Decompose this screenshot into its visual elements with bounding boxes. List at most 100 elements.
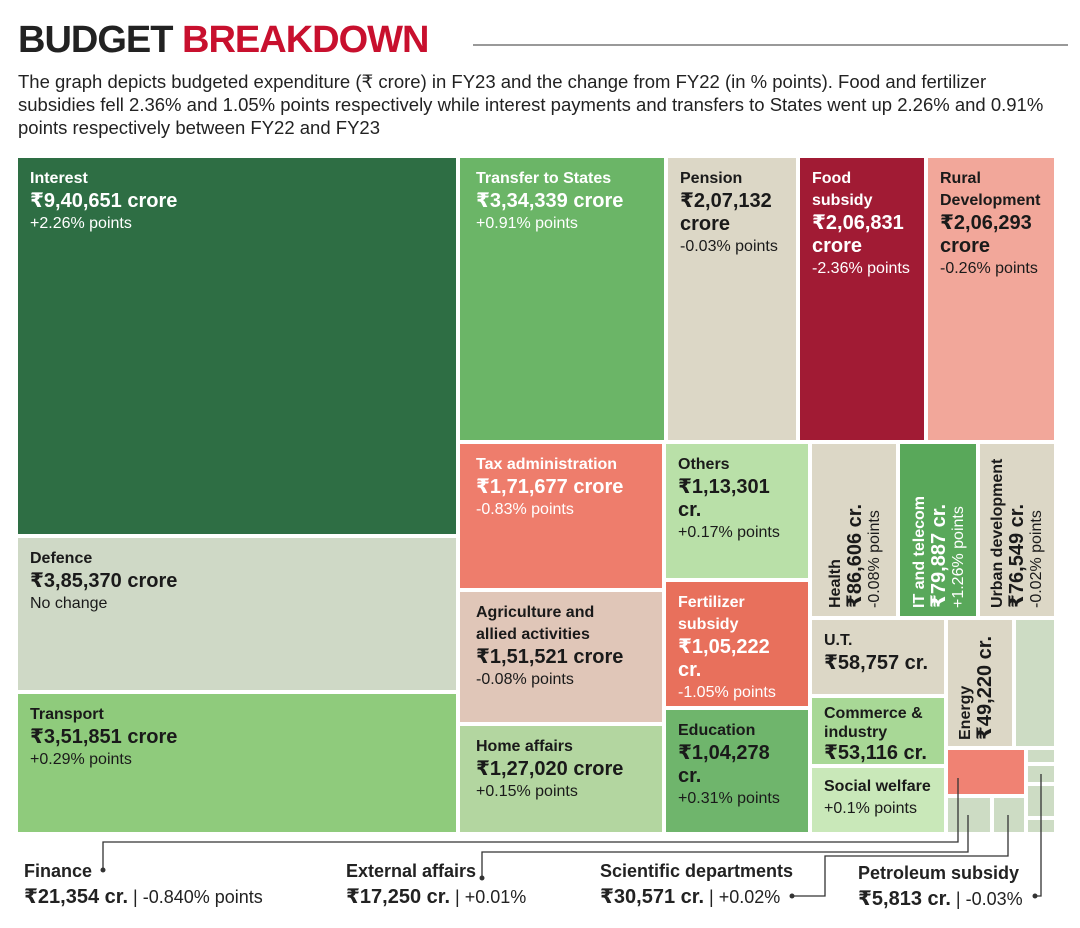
- tile-label: Home affairs: [476, 738, 573, 755]
- tile-change: -0.26% points: [940, 260, 1038, 277]
- tile-food-subsidy: Food subsidy ₹2,06,831 crore -2.36% poin…: [798, 156, 926, 442]
- tile-change: +0.29% points: [30, 751, 132, 768]
- callout-line-scientific-departments: [792, 815, 1009, 897]
- callout-value: ₹5,813 cr.: [858, 888, 951, 910]
- tile-ut: U.T. ₹58,757 cr.: [810, 618, 946, 696]
- callout-line-finance: [102, 778, 959, 868]
- tile-change: +0.91% points: [476, 215, 578, 232]
- tile-label: Food subsidy: [812, 170, 873, 209]
- tile-label: Education: [678, 722, 756, 739]
- tile-education: Education ₹1,04,278 cr. +0.31% points: [664, 708, 810, 834]
- callout-change: | +0.02%: [709, 887, 781, 907]
- callout-dot-external-affairs: [479, 875, 485, 881]
- callout-dot-petroleum: [1032, 893, 1038, 899]
- tile-change: -1.05% points: [678, 684, 776, 701]
- tile-label: Transport: [30, 706, 104, 723]
- tile-value: ₹1,27,020 crore: [476, 758, 624, 780]
- chart-title: BUDGET BREAKDOWN: [18, 18, 429, 62]
- tile-value: ₹1,71,677 crore: [476, 476, 624, 498]
- tile-it-and-telecom: IT and telecom ₹79,887 cr. +1.26% points: [898, 442, 978, 618]
- title-part2: BREAKDOWN: [182, 19, 429, 61]
- tile-home-affairs: Home affairs ₹1,27,020 crore +0.15% poin…: [458, 724, 664, 834]
- callout-finance: Finance ₹21,354 cr. | -0.840% points: [24, 858, 263, 910]
- tile-value: ₹2,06,293 crore: [940, 212, 1032, 257]
- tile-label: Interest: [30, 170, 88, 187]
- tile-change: +0.1% points: [824, 800, 917, 817]
- tile-change: -0.03% points: [680, 238, 778, 255]
- callout-value: ₹30,571 cr.: [600, 886, 705, 908]
- tile-label: Agriculture and allied activities: [476, 604, 595, 643]
- callout-line-external-affairs: [481, 815, 969, 876]
- tile-defence: Defence ₹3,85,370 crore No change: [16, 536, 458, 692]
- tile-label: Social welfare: [824, 778, 931, 795]
- callout-scientific-departments: Scientific departments ₹30,571 cr. | +0.…: [600, 858, 793, 910]
- tile-change: -0.08% points: [476, 671, 574, 688]
- tile-value: ₹9,40,651 crore: [30, 190, 178, 212]
- tile-change: +0.31% points: [678, 790, 780, 807]
- tile-change: -0.83% points: [476, 501, 574, 518]
- tile-value: ₹2,06,831 crore: [812, 212, 904, 257]
- callout-change: | -0.03%: [955, 889, 1023, 909]
- tile-change: +2.26% points: [30, 215, 132, 232]
- title-rule: [473, 44, 1068, 46]
- tile-change: No change: [30, 595, 108, 612]
- tile-value: ₹53,116 cr.: [824, 742, 927, 764]
- callout-petroleum-subsidy: Petroleum subsidy ₹5,813 cr. | -0.03%: [858, 860, 1023, 912]
- callout-dot-scientific: [789, 893, 795, 899]
- callout-label: Scientific departments: [600, 861, 794, 881]
- tile-misc-1: [1014, 618, 1056, 748]
- tile-value: ₹3,51,851 crore: [30, 726, 178, 748]
- callout-label: Petroleum subsidy: [858, 863, 1020, 883]
- callout-label: External affairs: [346, 861, 477, 881]
- callout-value: ₹17,250 cr.: [346, 886, 451, 908]
- tile-others: Others ₹1,13,301 cr. +0.17% points: [664, 442, 810, 580]
- tile-social-welfare: Social welfare +0.1% points: [810, 766, 946, 834]
- callout-value: ₹21,354 cr.: [24, 886, 129, 908]
- tile-change: +0.15% points: [476, 783, 578, 800]
- callout-external-affairs: External affairs ₹17,250 cr. | +0.01%: [346, 858, 526, 910]
- tile-value: ₹3,34,339 crore: [476, 190, 624, 212]
- tile-label: U.T.: [824, 632, 853, 649]
- tile-label: Tax administration: [476, 456, 618, 473]
- tile-value: ₹1,13,301 cr.: [678, 476, 770, 521]
- tile-energy: Energy ₹49,220 cr.: [946, 618, 1014, 748]
- tile-label: Fertilizer subsidy: [678, 594, 745, 633]
- tile-label: Transfer to States: [476, 170, 612, 187]
- tile-urban-development: Urban development ₹76,549 cr. -0.02% poi…: [978, 442, 1056, 618]
- tile-rural-development: Rural Development ₹2,06,293 crore -0.26%…: [926, 156, 1056, 442]
- callout-change: | -0.840% points: [133, 887, 263, 907]
- tile-label: Pension: [680, 170, 743, 187]
- callout-change: | +0.01%: [455, 887, 527, 907]
- tile-label: Rural Development: [940, 170, 1041, 209]
- tile-transport: Transport ₹3,51,851 crore +0.29% points: [16, 692, 458, 834]
- tile-value: ₹1,05,222 cr.: [678, 636, 770, 681]
- tile-commerce-industry: Commerce & industry ₹53,116 cr.: [810, 696, 946, 766]
- tile-value: ₹58,757 cr.: [824, 652, 929, 674]
- tile-change: -2.36% points: [812, 260, 910, 277]
- callout-dot-finance: [100, 867, 106, 873]
- tile-agriculture: Agriculture and allied activities ₹1,51,…: [458, 590, 664, 724]
- tile-value: ₹1,04,278 cr.: [678, 742, 770, 787]
- tile-tax-administration: Tax administration ₹1,71,677 crore -0.83…: [458, 442, 664, 590]
- tile-fertilizer-subsidy: Fertilizer subsidy ₹1,05,222 cr. -1.05% …: [664, 580, 810, 708]
- tile-value: ₹2,07,132 crore: [680, 190, 772, 235]
- tile-external-affairs: [946, 796, 992, 834]
- tile-label: Defence: [30, 550, 93, 567]
- title-part1: BUDGET: [18, 19, 173, 61]
- tile-interest: Interest ₹9,40,651 crore +2.26% points: [16, 156, 458, 536]
- tile-pension: Pension ₹2,07,132 crore -0.03% points: [666, 156, 798, 442]
- callout-label: Finance: [24, 861, 93, 881]
- tile-finance: [946, 748, 1026, 796]
- tile-value: ₹3,85,370 crore: [30, 570, 178, 592]
- tile-scientific-departments: [992, 796, 1026, 834]
- tile-transfer-to-states: Transfer to States ₹3,34,339 crore +0.91…: [458, 156, 666, 442]
- tile-health: Health ₹86,606 cr. -0.08% points: [810, 442, 898, 618]
- callout-line-petroleum-subsidy: [1035, 774, 1042, 897]
- tile-value: ₹1,51,521 crore: [476, 646, 624, 668]
- tile-label: Commerce & industry: [824, 705, 923, 741]
- header: BUDGET BREAKDOWN: [18, 18, 1068, 62]
- tile-misc-2: [1026, 748, 1056, 764]
- tile-change: +0.17% points: [678, 524, 780, 541]
- chart-description: The graph depicts budgeted expenditure (…: [18, 71, 1044, 138]
